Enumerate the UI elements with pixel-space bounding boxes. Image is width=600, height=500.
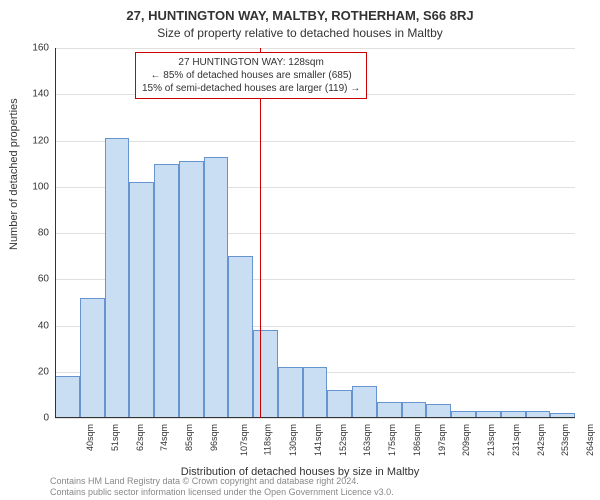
x-tick-label: 130sqm bbox=[288, 424, 298, 456]
x-tick-label: 141sqm bbox=[313, 424, 323, 456]
x-tick-label: 197sqm bbox=[437, 424, 447, 456]
histogram-bar bbox=[204, 157, 229, 418]
x-tick-label: 175sqm bbox=[387, 424, 397, 456]
annotation-line1: 27 HUNTINGTON WAY: 128sqm bbox=[142, 56, 360, 69]
page-subtitle: Size of property relative to detached ho… bbox=[0, 26, 600, 40]
histogram-bar bbox=[327, 390, 352, 418]
histogram-bar bbox=[105, 138, 130, 418]
marker-line bbox=[260, 48, 261, 418]
y-axis-ticks: 020406080100120140160 bbox=[0, 48, 55, 418]
histogram-bar bbox=[129, 182, 154, 418]
plot-area: 27 HUNTINGTON WAY: 128sqm ← 85% of detac… bbox=[55, 48, 575, 418]
y-tick-label: 140 bbox=[32, 89, 49, 100]
x-tick-label: 74sqm bbox=[159, 424, 169, 451]
y-tick-label: 40 bbox=[38, 320, 49, 331]
histogram-bar bbox=[352, 386, 377, 418]
x-tick-label: 163sqm bbox=[362, 424, 372, 456]
histogram-bar bbox=[179, 161, 204, 418]
histogram-bar bbox=[253, 330, 278, 418]
histogram-bar bbox=[402, 402, 427, 418]
histogram-bar bbox=[228, 256, 253, 418]
histogram-bar bbox=[303, 367, 328, 418]
y-tick-label: 160 bbox=[32, 43, 49, 54]
y-tick-label: 80 bbox=[38, 228, 49, 239]
chart-container: 27, HUNTINGTON WAY, MALTBY, ROTHERHAM, S… bbox=[0, 0, 600, 500]
y-tick-label: 100 bbox=[32, 181, 49, 192]
y-tick-label: 60 bbox=[38, 274, 49, 285]
x-tick-label: 107sqm bbox=[239, 424, 249, 456]
x-tick-label: 85sqm bbox=[184, 424, 194, 451]
page-title: 27, HUNTINGTON WAY, MALTBY, ROTHERHAM, S… bbox=[0, 8, 600, 23]
x-tick-label: 118sqm bbox=[263, 424, 273, 455]
x-tick-label: 51sqm bbox=[110, 424, 120, 451]
x-tick-label: 152sqm bbox=[338, 424, 348, 456]
x-tick-label: 209sqm bbox=[461, 424, 471, 456]
histogram-bar bbox=[80, 298, 105, 418]
x-tick-label: 40sqm bbox=[85, 424, 95, 451]
histogram-bars bbox=[55, 48, 575, 418]
x-axis-ticks: 40sqm 51sqm 62sqm 74sqm 85sqm 96sqm 107sqm 118s… bbox=[55, 418, 575, 458]
x-tick-label: 231sqm bbox=[511, 424, 521, 456]
x-tick-label: 62sqm bbox=[135, 424, 145, 451]
annotation-box: 27 HUNTINGTON WAY: 128sqm ← 85% of detac… bbox=[135, 52, 367, 99]
histogram-bar bbox=[377, 402, 402, 418]
y-axis-line bbox=[55, 48, 56, 418]
y-tick-label: 20 bbox=[38, 366, 49, 377]
x-tick-label: 213sqm bbox=[486, 424, 496, 456]
histogram-bar bbox=[278, 367, 303, 418]
footer-line1: Contains HM Land Registry data © Crown c… bbox=[50, 476, 394, 487]
x-tick-label: 186sqm bbox=[412, 424, 422, 456]
y-tick-label: 120 bbox=[32, 135, 49, 146]
annotation-line2: ← 85% of detached houses are smaller (68… bbox=[142, 69, 360, 82]
x-tick-label: 253sqm bbox=[561, 424, 571, 456]
x-tick-label: 264sqm bbox=[585, 424, 595, 456]
footer-line2: Contains public sector information licen… bbox=[50, 487, 394, 498]
footer: Contains HM Land Registry data © Crown c… bbox=[50, 476, 394, 498]
x-tick-label: 242sqm bbox=[536, 424, 546, 456]
histogram-bar bbox=[154, 164, 179, 418]
x-tick-label: 96sqm bbox=[209, 424, 219, 451]
histogram-bar bbox=[55, 376, 80, 418]
histogram-bar bbox=[426, 404, 451, 418]
annotation-line3: 15% of semi-detached houses are larger (… bbox=[142, 82, 360, 95]
y-tick-label: 0 bbox=[43, 413, 49, 424]
